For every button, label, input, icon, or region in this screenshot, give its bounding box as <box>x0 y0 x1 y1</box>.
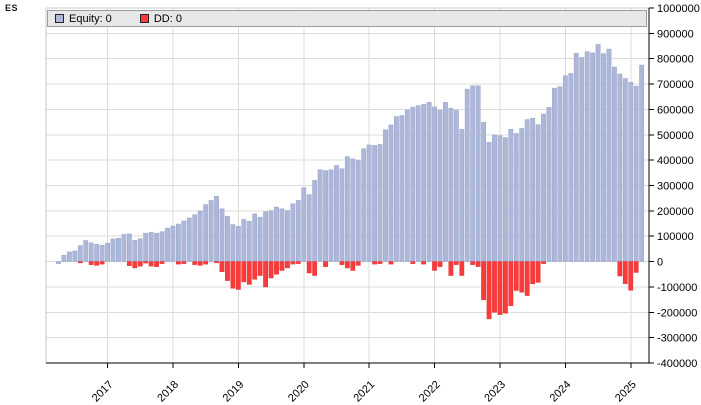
svg-text:700000: 700000 <box>657 79 694 91</box>
svg-text:900000: 900000 <box>657 28 694 40</box>
svg-text:-100000: -100000 <box>657 282 697 294</box>
y-axis-labels: 1000000900000800000700000600000500000400… <box>649 3 700 370</box>
svg-text:600000: 600000 <box>657 104 694 116</box>
svg-text:100000: 100000 <box>657 231 694 243</box>
x-axis-labels: 2017 2018 2019 2020 2021 2022 2023 2024 2025 <box>90 363 639 404</box>
equity-swatch-icon <box>55 14 64 23</box>
dd-swatch-icon <box>139 14 149 23</box>
svg-text:800000: 800000 <box>657 54 694 66</box>
svg-text:200000: 200000 <box>657 206 694 218</box>
svg-text:2021: 2021 <box>351 379 377 405</box>
equity-bars <box>56 44 645 264</box>
svg-text:2020: 2020 <box>286 379 312 405</box>
svg-text:2017: 2017 <box>90 379 116 405</box>
svg-text:2024: 2024 <box>548 379 574 405</box>
svg-text:500000: 500000 <box>657 130 694 142</box>
legend-item-dd: DD: 0 <box>139 12 182 25</box>
legend-dd-label: DD: 0 <box>153 12 182 25</box>
svg-text:400000: 400000 <box>657 155 694 167</box>
svg-text:-300000: -300000 <box>657 333 697 345</box>
legend-item-equity: Equity: 0 <box>55 13 112 25</box>
svg-text:0: 0 <box>657 257 663 269</box>
svg-text:-200000: -200000 <box>657 307 697 319</box>
chart-legend: Equity: 0 DD: 0 <box>47 10 647 27</box>
symbol-label: ES <box>5 3 19 13</box>
svg-text:2023: 2023 <box>482 379 508 405</box>
svg-text:1000000: 1000000 <box>657 3 700 15</box>
legend-equity-label: Equity: 0 <box>69 12 112 25</box>
svg-text:-400000: -400000 <box>657 358 697 370</box>
svg-text:2019: 2019 <box>221 379 247 405</box>
svg-text:2022: 2022 <box>417 379 443 405</box>
svg-text:300000: 300000 <box>657 181 694 193</box>
svg-text:2025: 2025 <box>613 379 639 405</box>
dd-bars <box>77 261 639 320</box>
svg-text:2018: 2018 <box>155 379 181 405</box>
